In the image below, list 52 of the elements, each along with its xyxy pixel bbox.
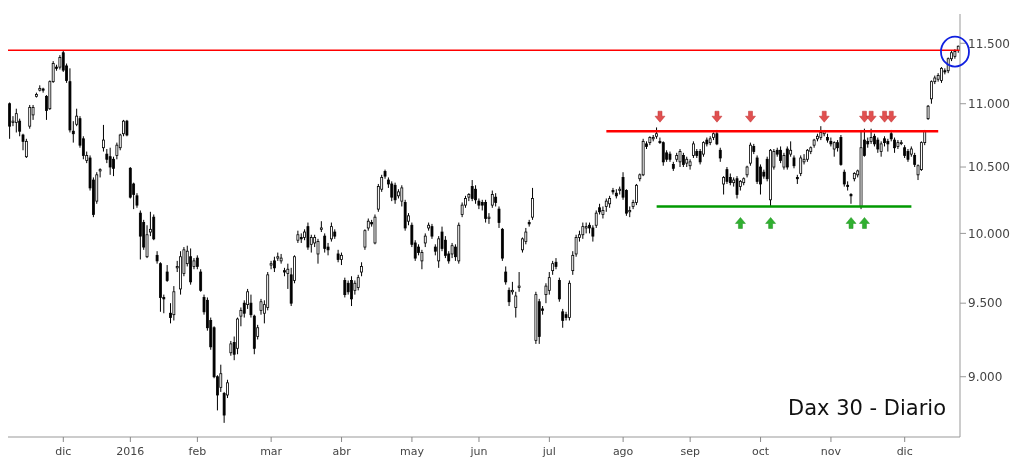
x-tick-label: jul bbox=[541, 445, 556, 458]
candlestick bbox=[749, 142, 752, 167]
candlestick bbox=[269, 260, 273, 270]
candlestick bbox=[138, 209, 142, 260]
candlestick bbox=[102, 124, 105, 153]
x-tick-label: sep bbox=[680, 445, 700, 458]
candlestick bbox=[316, 238, 320, 265]
text: Dax 30 - Diario bbox=[788, 396, 946, 420]
y-tick-label: 9.500 bbox=[968, 296, 1003, 311]
x-tick-label: dic bbox=[55, 445, 72, 458]
candlestick bbox=[930, 79, 933, 105]
candlestick bbox=[557, 277, 561, 303]
candlestick bbox=[484, 199, 487, 224]
candlestick bbox=[886, 138, 890, 153]
candlestick bbox=[400, 184, 404, 207]
x-tick-label: oct bbox=[752, 445, 770, 458]
y-tick-label: 10.000 bbox=[968, 226, 1010, 241]
candlestick bbox=[504, 265, 508, 286]
candlestick bbox=[531, 187, 534, 221]
candlestick bbox=[474, 184, 477, 205]
candlestick bbox=[350, 275, 353, 307]
x-tick-label: feb bbox=[188, 445, 207, 458]
candlestick bbox=[152, 213, 156, 241]
candlestick bbox=[611, 187, 615, 195]
candlestick bbox=[323, 232, 327, 254]
candlestick bbox=[661, 140, 665, 167]
x-tick-label: ago bbox=[612, 445, 634, 458]
candlestick bbox=[514, 291, 518, 319]
candlestick bbox=[172, 285, 176, 321]
candlestick bbox=[849, 192, 853, 205]
x-tick-label: mar bbox=[260, 445, 283, 458]
x-tick-label: 2016 bbox=[116, 445, 145, 458]
x-tick-label: dic bbox=[896, 445, 913, 458]
candlestick bbox=[497, 205, 501, 229]
candlestick bbox=[330, 222, 333, 243]
y-tick-label: 10.500 bbox=[968, 160, 1010, 175]
candlestick bbox=[199, 268, 203, 293]
x-tick-label: abr bbox=[332, 445, 352, 458]
y-tick-label: 11.000 bbox=[968, 96, 1010, 111]
y-tick-label: 9.000 bbox=[968, 369, 1003, 384]
candlestick bbox=[8, 102, 11, 140]
candlestick bbox=[14, 108, 18, 133]
candlestick bbox=[353, 279, 357, 296]
candlestick bbox=[635, 183, 638, 206]
candlestick bbox=[390, 180, 394, 202]
x-tick-label: may bbox=[399, 445, 425, 458]
candlestick bbox=[24, 138, 28, 159]
candlestick bbox=[799, 154, 803, 177]
x-tick-label: nov bbox=[820, 445, 842, 458]
candlestick bbox=[517, 271, 521, 293]
y-tick-label: 11.500 bbox=[968, 36, 1010, 51]
x-tick-label: jun bbox=[469, 445, 488, 458]
